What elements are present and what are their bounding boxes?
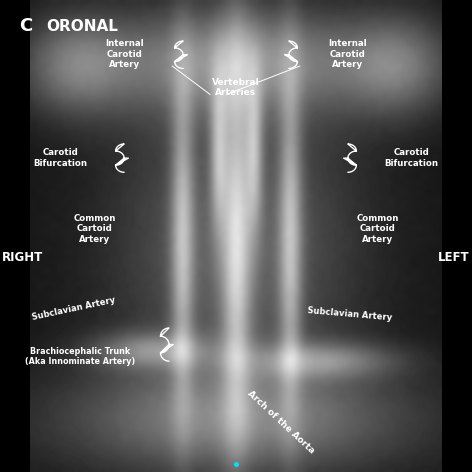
Text: Carotid
Bifurcation: Carotid Bifurcation	[34, 148, 87, 168]
Text: ORONAL: ORONAL	[46, 19, 118, 34]
Text: Internal
Carotid
Artery: Internal Carotid Artery	[105, 39, 144, 69]
Text: Common
Cartoid
Artery: Common Cartoid Artery	[73, 214, 116, 244]
Text: Brachiocephalic Trunk
(Aka Innominate Artery): Brachiocephalic Trunk (Aka Innominate Ar…	[25, 346, 135, 366]
Text: Arch of the Aorta: Arch of the Aorta	[245, 389, 316, 456]
Text: Vertebral
Arteries: Vertebral Arteries	[212, 77, 260, 97]
Text: Carotid
Bifurcation: Carotid Bifurcation	[385, 148, 438, 168]
Text: Common
Cartoid
Artery: Common Cartoid Artery	[356, 214, 399, 244]
Text: LEFT: LEFT	[438, 251, 470, 264]
Text: RIGHT: RIGHT	[2, 251, 43, 264]
Text: Subclavian Artery: Subclavian Artery	[306, 306, 392, 322]
Text: C: C	[19, 17, 32, 34]
Text: Internal
Carotid
Artery: Internal Carotid Artery	[328, 39, 367, 69]
Text: Subclavian Artery: Subclavian Artery	[31, 296, 116, 322]
